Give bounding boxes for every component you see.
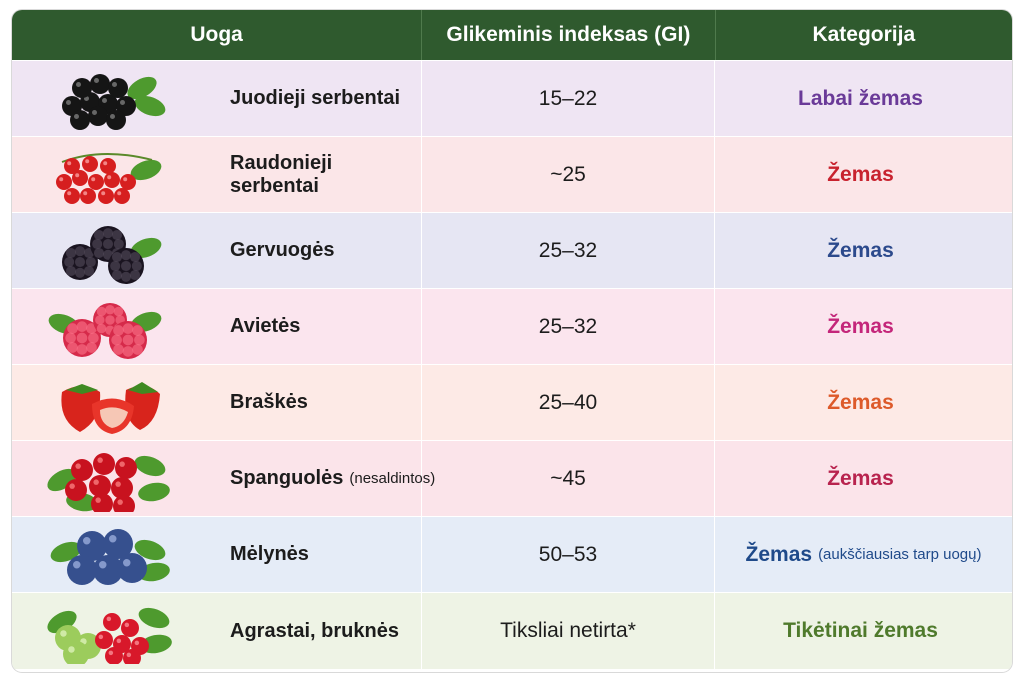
category-value: Tikėtinai žemas [783, 619, 938, 642]
blackcurrant-icon [62, 73, 166, 130]
table-row: Spanguolės (nesaldintos) ~45 Žemas [12, 440, 1012, 516]
category-value: Žemas [827, 314, 894, 338]
table-row: Gervuogės 25–32 Žemas [12, 212, 1012, 288]
category-value: Žemas [827, 162, 894, 186]
berry-cell: Raudonieji serbentai [12, 137, 422, 212]
gi-cell: Tiksliai netirta* [422, 593, 715, 669]
berry-name: Juodieji serbentai [230, 87, 401, 109]
table-header: Uoga Glikeminis indeksas (GI) Kategorija [12, 10, 1012, 60]
gi-cell: 25–32 [422, 289, 715, 364]
table-body: Juodieji serbentai 15–22 Labai žemas Rau… [12, 60, 1012, 669]
table-row: Mėlynės 50–53 Žemas (aukščiausias tarp u… [12, 516, 1012, 592]
category-note: (aukščiausias tarp uogų) [818, 546, 982, 563]
category-cell: Labai žemas [715, 61, 1012, 136]
raspberry-icon [48, 302, 162, 359]
berry-name: Raudonieji serbentai [230, 151, 333, 197]
blueberry-icon [50, 528, 170, 585]
header-berry: Uoga [12, 10, 423, 60]
berry-name: Avietės [230, 315, 301, 337]
berry-cell: Gervuogės [12, 213, 422, 288]
gi-cell: 25–32 [422, 213, 715, 288]
gi-cell: 50–53 [422, 517, 715, 592]
berry-cell: Mėlynės [12, 517, 422, 592]
gi-value: 25–32 [538, 314, 598, 338]
gi-value: 25–32 [538, 238, 598, 262]
category-cell: Tikėtinai žemas [715, 593, 1012, 669]
cranberry-icon [47, 452, 170, 512]
category-cell: Žemas (aukščiausias tarp uogų) [715, 517, 1012, 592]
berry-note: (nesaldintos) [349, 470, 436, 487]
category-value: Žemas [827, 466, 894, 490]
category-cell: Žemas [715, 213, 1012, 288]
berry-cell: Braškės [12, 365, 422, 440]
gi-table: Uoga Glikeminis indeksas (GI) Kategorija… [12, 10, 1012, 672]
gooseberry-icon [47, 607, 172, 664]
category-value: Žemas [745, 542, 813, 566]
berry-cell: Juodieji serbentai [12, 61, 422, 136]
category-value: Žemas [827, 238, 894, 262]
header-category: Kategorija [812, 23, 916, 46]
category-value: Labai žemas [798, 86, 923, 110]
category-cell: Žemas [715, 365, 1012, 440]
table-row: Raudonieji serbentai ~25 Žemas [12, 136, 1012, 212]
category-cell: Žemas [715, 137, 1012, 212]
strawberry-icon [61, 381, 160, 434]
table-row: Braškės 25–40 Žemas [12, 364, 1012, 440]
gi-value: ~25 [550, 162, 586, 186]
gi-value: 50–53 [538, 542, 598, 566]
category-value: Žemas [827, 390, 894, 414]
redcurrant-icon [56, 152, 162, 204]
gi-value: 15–22 [538, 86, 598, 110]
gi-cell: ~25 [422, 137, 715, 212]
table-row: Agrastai, bruknės Tiksliai netirta* Tikė… [12, 592, 1012, 669]
gi-value: 25–40 [538, 390, 598, 414]
berry-name: Agrastai, bruknės [230, 619, 399, 642]
category-cell: Žemas [715, 441, 1012, 516]
berry-name: Gervuogės [230, 239, 335, 261]
berry-name: Spanguolės [230, 467, 344, 489]
berry-cell: Avietės [12, 289, 422, 364]
gi-cell: 15–22 [422, 61, 715, 136]
gi-value: ~45 [550, 466, 586, 490]
table-row: Avietės 25–32 Žemas [12, 288, 1012, 364]
berry-name: Braškės [230, 391, 308, 413]
gi-cell: 25–40 [422, 365, 715, 440]
berry-cell: Spanguolės (nesaldintos) [12, 441, 435, 516]
berry-cell: Agrastai, bruknės [12, 593, 422, 669]
blackberry-icon [62, 225, 162, 284]
category-cell: Žemas [715, 289, 1012, 364]
header-gi: Glikeminis indeksas (GI) [422, 10, 716, 60]
table-row: Juodieji serbentai 15–22 Labai žemas [12, 60, 1012, 136]
gi-cell: ~45 [422, 441, 715, 516]
berry-name: Mėlynės [230, 543, 309, 565]
gi-value: Tiksliai netirta* [500, 619, 636, 642]
